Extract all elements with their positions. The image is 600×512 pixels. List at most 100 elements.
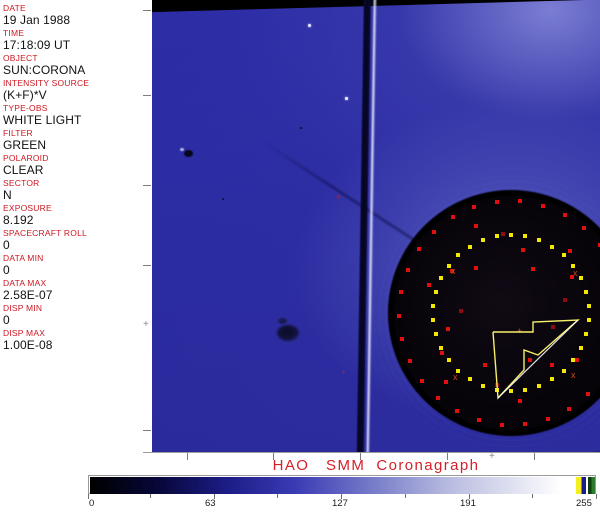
marker-dot-red <box>398 290 403 295</box>
marker-dot-yellow <box>561 368 566 373</box>
metadata-row: DATA MIN 0 <box>3 253 143 277</box>
marker-dot-red <box>528 358 533 363</box>
bright-point <box>300 127 302 129</box>
metadata-value: 19 Jan 1988 <box>3 13 71 27</box>
metadata-value: 17:18:09 UT <box>3 38 71 52</box>
image-blemish <box>277 325 299 341</box>
marker-dot-red <box>585 392 590 397</box>
marker-cross: x <box>453 372 458 382</box>
marker-dot-red <box>450 269 455 274</box>
image-blemish <box>180 148 184 151</box>
axis-tick-bottom <box>534 452 535 460</box>
marker-cross: + <box>517 326 523 336</box>
metadata-value: WHITE LIGHT <box>3 113 82 127</box>
metadata-value: CLEAR <box>3 163 44 177</box>
marker-dot-red <box>443 379 448 384</box>
marker-dot-red <box>500 422 505 427</box>
metadata-key: FILTER <box>3 128 33 138</box>
colorbar-minor-tick <box>532 494 533 498</box>
image-blemish <box>278 318 287 324</box>
marker-dot-red <box>455 409 460 414</box>
metadata-row: SECTOR N <box>3 178 143 202</box>
colorbar-minor-tick <box>277 494 278 498</box>
marker-dot-yellow <box>494 234 499 239</box>
colorbar-minor-tick <box>405 494 406 498</box>
marker-dot-red <box>420 379 425 384</box>
colorbar-tick <box>596 494 597 499</box>
colorbar-minor-tick <box>150 494 151 498</box>
marker-dot-yellow <box>509 233 513 237</box>
marker-dot-red <box>520 248 525 253</box>
marker-dot-yellow <box>550 244 555 249</box>
metadata-row: FILTER GREEN <box>3 128 143 152</box>
metadata-key: SPACECRAFT ROLL <box>3 228 87 238</box>
bright-point <box>345 97 348 100</box>
marker-cross: + <box>341 367 347 377</box>
marker-dot-yellow <box>446 263 451 268</box>
colorbar-tick-label: 191 <box>460 498 476 509</box>
marker-dot-red <box>473 223 478 228</box>
metadata-key: SECTOR <box>3 178 40 188</box>
metadata-key: DISP MIN <box>3 303 43 313</box>
metadata-row: DISP MAX 1.00E-08 <box>3 328 143 352</box>
metadata-key: INTENSITY SOURCE <box>3 78 90 88</box>
marker-dot-red <box>546 416 551 421</box>
marker-dot-yellow <box>446 358 451 362</box>
axis-tick-bottom <box>273 452 274 460</box>
axis-tick-bottom <box>360 452 361 460</box>
marker-dot-yellow <box>586 318 591 323</box>
axis-tick-bottom <box>187 452 188 460</box>
marker-dot-red <box>568 248 573 253</box>
marker-dot-yellow <box>431 318 436 323</box>
marker-dot-red <box>405 267 410 272</box>
marker-dot-yellow <box>456 253 461 258</box>
metadata-key: POLAROID <box>3 153 49 163</box>
marker-dot-red <box>517 398 522 403</box>
colorbar-tick <box>214 494 215 499</box>
marker-dot-yellow <box>480 238 485 243</box>
metadata-key: DISP MAX <box>3 328 46 338</box>
axis-baseline <box>143 452 600 453</box>
marker-cross: x <box>451 266 456 276</box>
marker-dot-red <box>450 215 455 220</box>
marker-dot-yellow <box>586 303 591 308</box>
colorbar <box>88 475 596 494</box>
marker-dot-red <box>432 229 437 234</box>
metadata-value: 8.192 <box>3 213 34 227</box>
colorbar-tick-label: 255 <box>576 498 592 509</box>
metadata-key: OBJECT <box>3 53 38 63</box>
marker-dot-red <box>459 308 464 313</box>
metadata-value: 0 <box>3 238 10 252</box>
metadata-row: EXPOSURE 8.192 <box>3 203 143 227</box>
marker-dot-red <box>501 232 506 237</box>
metadata-row: POLAROID CLEAR <box>3 153 143 177</box>
marker-dot-yellow <box>578 345 583 350</box>
marker-dot-red <box>562 212 567 217</box>
marker-dot-yellow <box>467 377 472 382</box>
marker-dot-red <box>494 199 499 204</box>
marker-dot-red <box>439 351 444 356</box>
metadata-row: TIME 17:18:09 UT <box>3 28 143 52</box>
marker-dot-yellow <box>571 358 576 362</box>
marker-dot-yellow <box>584 289 589 294</box>
metadata-value: 0 <box>3 313 10 327</box>
axis-tick-bottom <box>447 452 448 460</box>
marker-dot-yellow <box>571 263 576 268</box>
axis-tick-left <box>143 185 151 186</box>
field-polygon-overlay <box>492 319 580 400</box>
marker-dot-red <box>426 282 431 287</box>
marker-dot-yellow <box>584 332 589 337</box>
marker-dot-yellow <box>433 332 438 337</box>
colorbar-tick <box>469 494 470 499</box>
marker-dot-red <box>540 203 545 208</box>
marker-dot-red <box>477 418 482 423</box>
marker-dot-red <box>575 357 580 362</box>
marker-dot-red <box>523 422 528 427</box>
marker-dot-yellow <box>456 368 461 373</box>
axis-tick-left <box>143 265 151 266</box>
metadata-row: DATA MAX 2.58E-07 <box>3 278 143 302</box>
metadata-key: DATE <box>3 3 26 13</box>
metadata-value: 0 <box>3 263 10 277</box>
marker-dot-red <box>407 359 412 364</box>
